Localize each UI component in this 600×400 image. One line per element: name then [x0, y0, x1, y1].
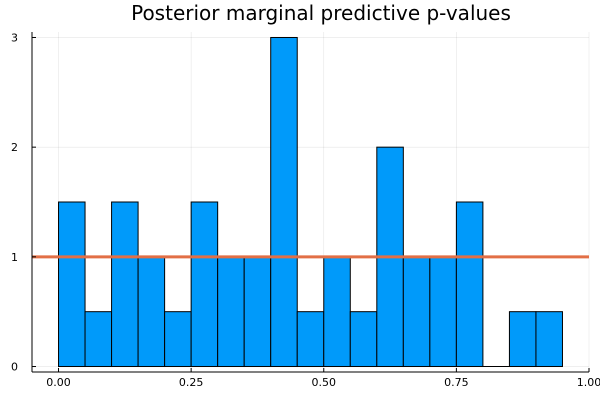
histogram-bar [323, 256, 351, 368]
axes [31, 32, 589, 373]
histogram-bar [429, 256, 457, 368]
histogram-bar [58, 201, 86, 368]
x-tick-label: 0.25 [179, 376, 204, 389]
histogram-bar [243, 256, 272, 368]
bars [58, 36, 563, 368]
chart-title: Posterior marginal predictive p-values [131, 1, 511, 25]
histogram-bar [111, 201, 139, 368]
x-tick-label: 0.00 [46, 376, 71, 389]
y-tick-label: 0 [11, 361, 18, 374]
x-tick-label: 0.75 [444, 376, 469, 389]
histogram-bar [164, 311, 192, 368]
histogram-bar [84, 311, 113, 368]
histogram-bar [270, 36, 298, 368]
histogram-bar [402, 256, 431, 368]
histogram-bar [190, 201, 219, 368]
histogram-bar [508, 311, 537, 368]
histogram-bar [137, 256, 166, 368]
y-tick-label: 3 [11, 31, 18, 44]
y-tick-label: 1 [11, 251, 18, 264]
y-tick-labels: 0 1 2 3 [11, 31, 36, 374]
x-tick-label: 0.50 [312, 376, 337, 389]
x-tick-labels: 0.00 0.25 0.50 0.75 1.00 [46, 368, 600, 389]
histogram-bar [296, 311, 325, 368]
histogram-bar [217, 256, 245, 368]
x-tick-label: 1.00 [577, 376, 600, 389]
histogram-bar [535, 311, 563, 368]
histogram-bar [455, 201, 484, 368]
histogram-bar [349, 311, 378, 368]
y-tick-label: 2 [11, 141, 18, 154]
